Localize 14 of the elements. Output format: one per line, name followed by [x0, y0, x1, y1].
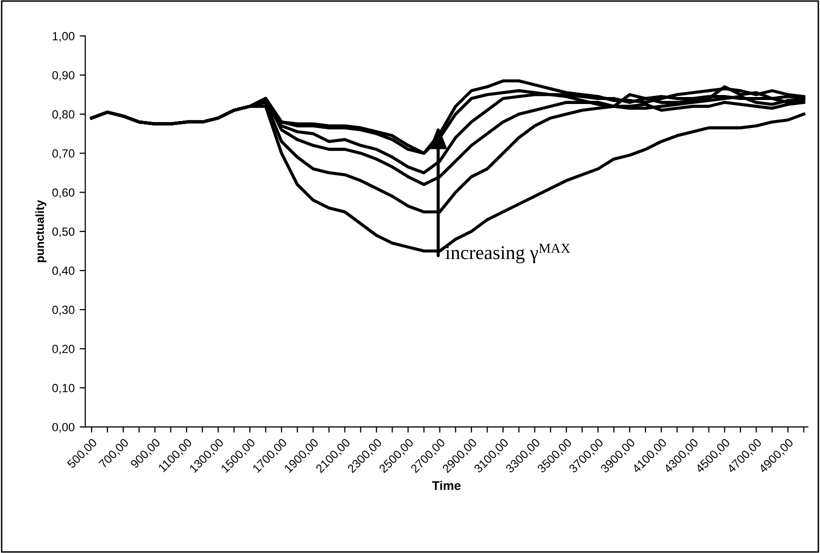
y-tick-label: 1,00 [52, 32, 74, 42]
y-axis-title: punctuality [35, 200, 46, 262]
y-tick-label: 0,30 [52, 306, 74, 316]
y-tick-label: 0,40 [52, 266, 74, 276]
y-tick-label: 0,70 [52, 149, 74, 160]
x-axis-title: Time [432, 480, 461, 490]
annotation: increasing γ$^{MAX}$ [446, 244, 570, 264]
y-tick-label: 0,60 [52, 188, 74, 198]
y-tick-label: 0,10 [52, 384, 74, 394]
y-tick-label: 0,90 [52, 71, 74, 81]
y-tick-label: 0,50 [52, 227, 74, 238]
y-tick-label: 0,80 [52, 110, 74, 120]
y-tick-label: 0,20 [52, 344, 74, 355]
y-tick-label: 0,00 [52, 422, 74, 433]
